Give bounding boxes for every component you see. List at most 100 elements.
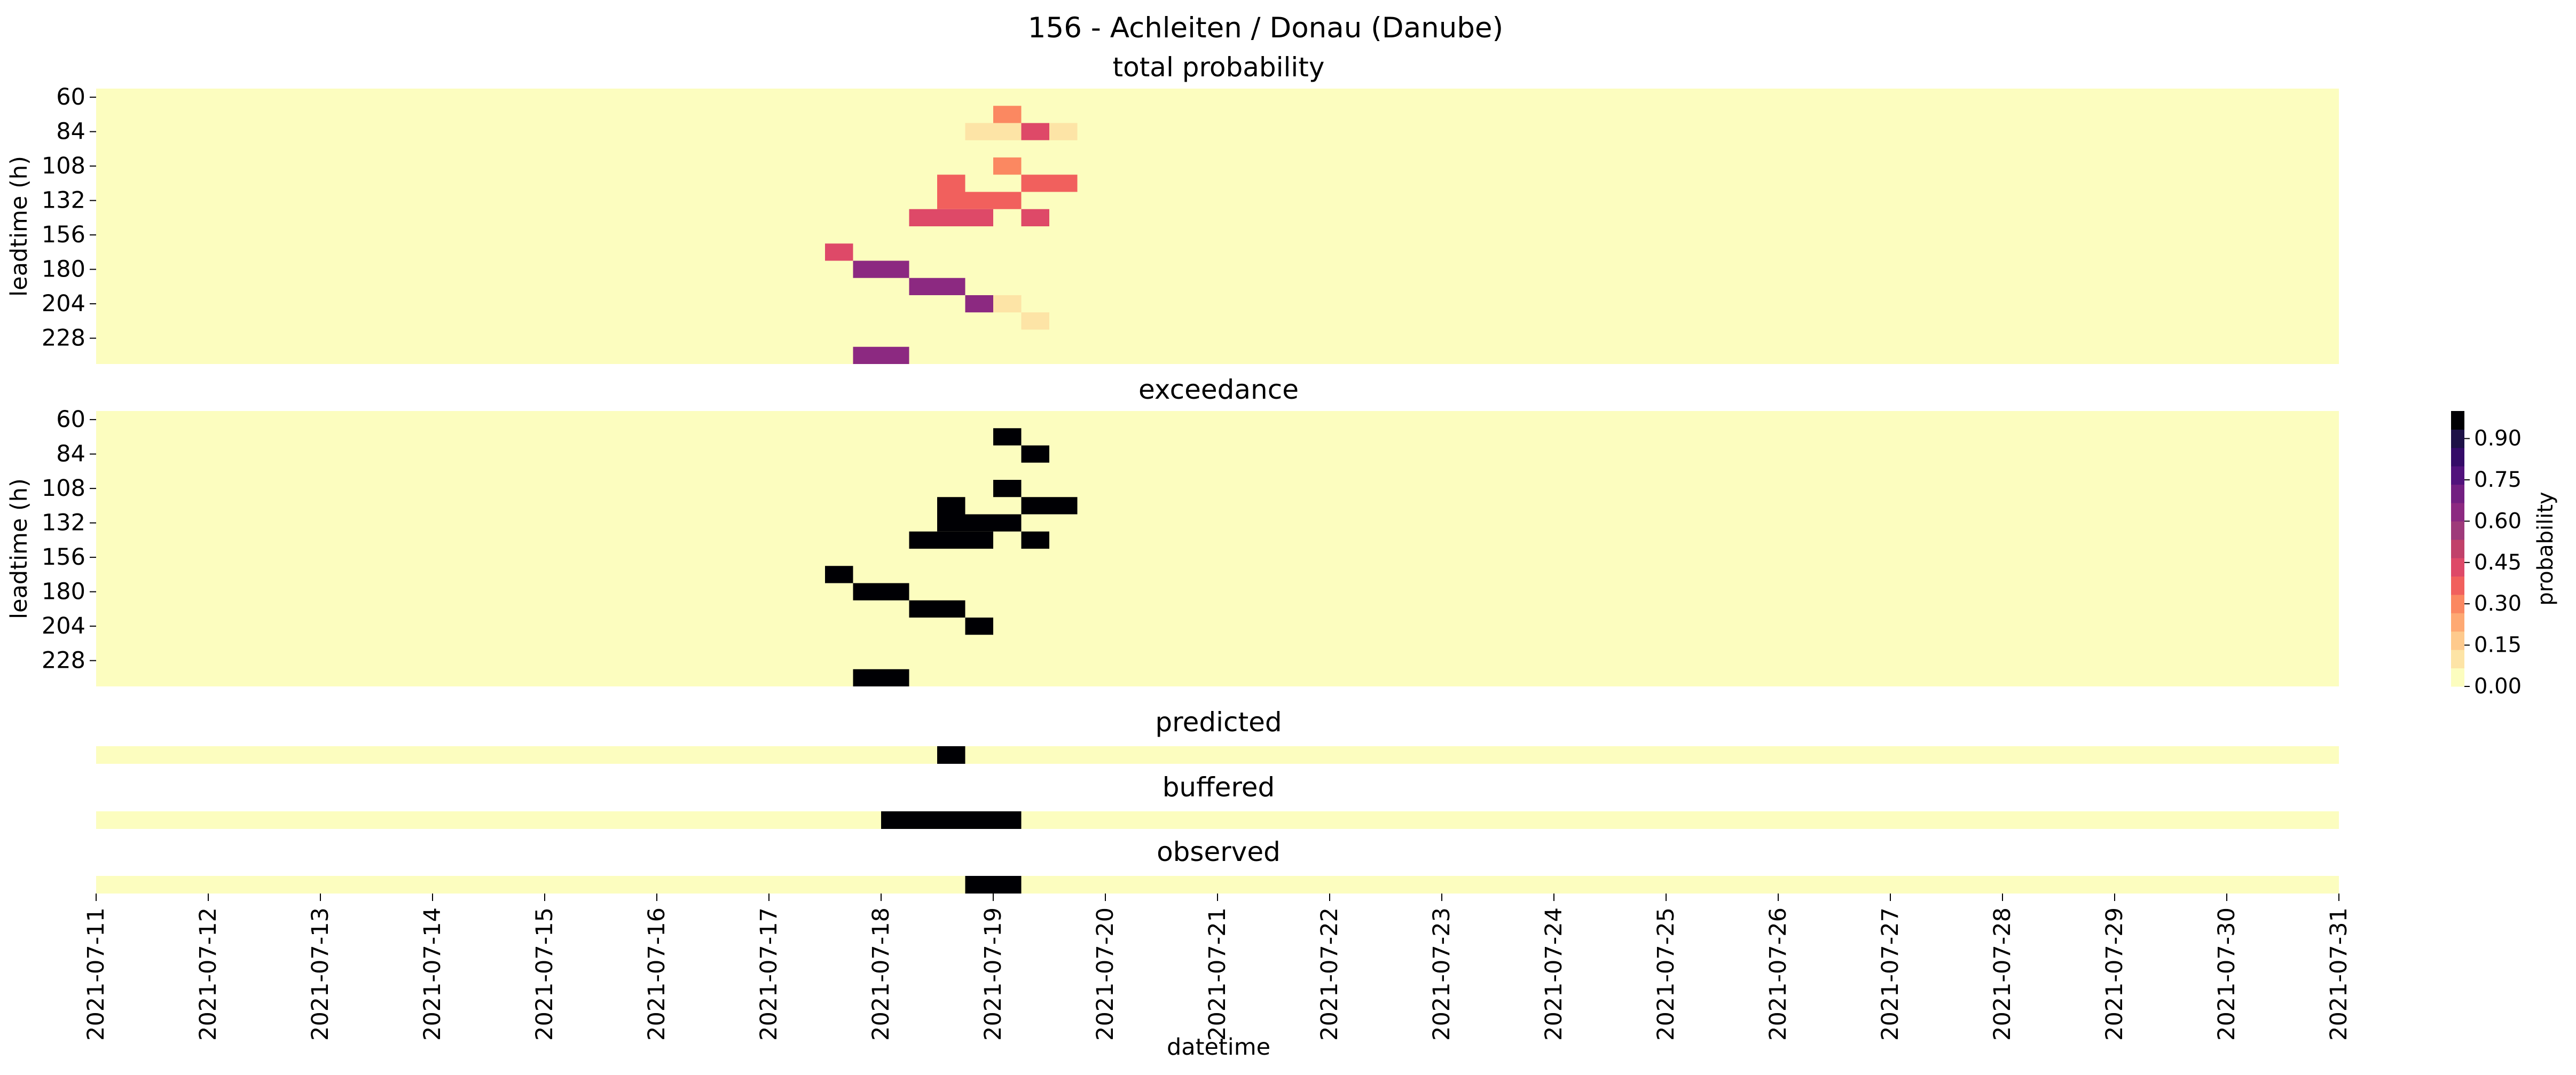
x-tick-label: 2021-07-25 [1653, 907, 1679, 1041]
x-tick-label: 2021-07-27 [1877, 907, 1904, 1041]
y-tick-label: 84 [56, 441, 85, 468]
panel-background [96, 811, 2339, 829]
y-axis-label: leadtime (h) [6, 478, 33, 619]
x-tick-label: 2021-07-31 [2326, 907, 2352, 1041]
y-tick-label: 132 [42, 510, 85, 536]
panel-exceedance: exceedance 60 84 108 132 156 180 204 228 leadtime… [6, 374, 2339, 686]
panel-title: buffered [1163, 772, 1275, 803]
y-tick-label: 84 [56, 118, 85, 145]
panel-title: total probability [1113, 52, 1325, 83]
heatmap-cell [993, 428, 1022, 446]
y-tick-label: 156 [42, 544, 85, 571]
x-tick-label: 2021-07-11 [83, 907, 109, 1041]
heatmap-cell [993, 157, 1022, 175]
heatmap-cell [937, 497, 965, 515]
heatmap-cell [1021, 175, 1078, 192]
y-tick-label: 132 [42, 187, 85, 214]
x-tick-label: 2021-07-30 [2213, 907, 2240, 1041]
y-tick-label: 180 [42, 256, 85, 283]
heatmap-cell [965, 618, 993, 635]
x-tick-label: 2021-07-23 [1428, 907, 1455, 1041]
heatmap-cell [937, 746, 965, 764]
colorbar-segment [2451, 558, 2464, 577]
colorbar-tick-label: 0.00 [2474, 674, 2522, 699]
x-tick-label: 2021-07-26 [1765, 907, 1792, 1041]
heatmap-panels: total probability 60 84 108 132 156 180 204 228 l… [6, 52, 2339, 894]
x-tick-label: 2021-07-22 [1316, 907, 1343, 1041]
colorbar-segment [2451, 447, 2464, 467]
x-tick-label: 2021-07-28 [1989, 907, 2016, 1041]
colorbar-segment [2451, 429, 2464, 448]
heatmap-cell [881, 811, 1022, 829]
colorbar-segment [2451, 576, 2464, 595]
colorbar-segment [2451, 411, 2464, 430]
colorbar-segment [2451, 613, 2464, 632]
colorbar-segment [2451, 466, 2464, 485]
heatmap-cell [1021, 445, 1049, 463]
panel-background [96, 876, 2339, 894]
x-tick-label: 2021-07-15 [531, 907, 558, 1041]
colorbar-segment [2451, 539, 2464, 558]
x-tick-label: 2021-07-20 [1092, 907, 1119, 1041]
colorbar-tick-label: 0.30 [2474, 591, 2522, 616]
colorbar-tick-label: 0.90 [2474, 426, 2522, 451]
heatmap-cell [853, 583, 909, 600]
chart-title: 156 - Achleiten / Donau (Danube) [1028, 12, 1503, 44]
heatmap-cell [965, 295, 993, 313]
y-axis-label: leadtime (h) [6, 156, 33, 297]
y-tick-label: 108 [42, 153, 85, 179]
panel-background [96, 411, 2339, 686]
colorbar-tick-label: 0.15 [2474, 633, 2522, 658]
colorbar-segment [2451, 503, 2464, 521]
colorbar-segment [2451, 521, 2464, 540]
heatmap-cell [993, 106, 1022, 123]
heatmap-cell [965, 123, 1022, 140]
heatmap-cell [909, 600, 965, 618]
x-tick-label: 2021-07-14 [419, 907, 446, 1041]
heatmap-cell [1049, 123, 1078, 140]
heatmap-cell [993, 295, 1022, 313]
x-tick-label: 2021-07-21 [1204, 907, 1231, 1041]
x-tick-label: 2021-07-13 [307, 907, 334, 1041]
heatmap-cell [909, 209, 937, 226]
colorbar-segment [2451, 484, 2464, 503]
panel-background [96, 746, 2339, 764]
x-tick-label: 2021-07-29 [2101, 907, 2128, 1041]
colorbar-tick-label: 0.75 [2474, 468, 2522, 492]
colorbar-tick-label: 0.45 [2474, 550, 2522, 575]
y-tick-label: 228 [42, 325, 85, 352]
colorbar-segment [2451, 595, 2464, 613]
x-tick-label: 2021-07-24 [1541, 907, 1567, 1041]
y-tick-label: 108 [42, 475, 85, 502]
heatmap-cell [1021, 140, 1049, 157]
panel-buffered: buffered [96, 772, 2339, 829]
y-tick-label: 60 [56, 406, 85, 433]
heatmap-cell [937, 514, 1022, 532]
panel-total-probability: total probability 60 84 108 132 156 180 204 228 l… [6, 52, 2339, 364]
heatmap-cell [909, 278, 965, 295]
heatmap-cell [853, 346, 909, 364]
colorbar-segment [2451, 650, 2464, 669]
heatmap-cell [1021, 209, 1049, 226]
colorbar-segment [2451, 631, 2464, 650]
heatmap-cell [1021, 123, 1049, 140]
colorbar-tick-label: 0.60 [2474, 509, 2522, 533]
heatmap-cell [1021, 312, 1049, 330]
y-tick-label: 156 [42, 222, 85, 248]
panel-observed: observed [96, 836, 2339, 894]
heatmap-cell [965, 876, 1022, 894]
colorbar: 0.00 0.15 0.30 0.45 0.60 0.75 0.90 probability [2451, 411, 2558, 699]
panel-title: exceedance [1138, 374, 1299, 405]
heatmap-cell [825, 243, 853, 261]
heatmap-cell [993, 480, 1022, 497]
y-tick-label: 204 [42, 290, 85, 317]
heatmap-cell [853, 260, 909, 278]
x-axis-label: datetime [1167, 1034, 1270, 1061]
heatmap-cell [937, 209, 965, 226]
y-tick-label: 60 [56, 84, 85, 110]
x-tick-label: 2021-07-19 [980, 907, 1007, 1041]
panel-title: predicted [1155, 707, 1282, 738]
panel-background [96, 89, 2339, 364]
heatmap-cell [937, 175, 965, 192]
heatmap-cell [937, 192, 1022, 209]
